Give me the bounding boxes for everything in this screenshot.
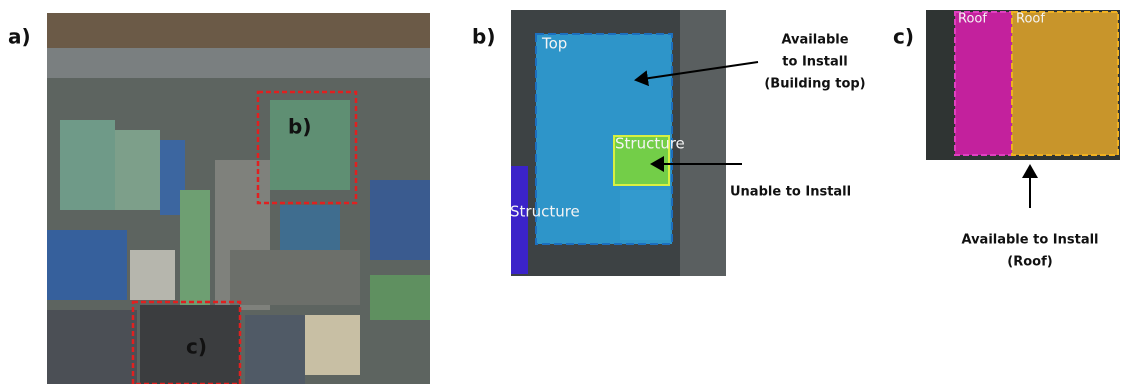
annotation: Unable to Install bbox=[730, 185, 851, 200]
annotation: (Building top) bbox=[764, 77, 865, 92]
panel-label: b) bbox=[472, 25, 495, 49]
panel-label: c) bbox=[893, 25, 914, 49]
region-label: Structure bbox=[510, 203, 580, 221]
figure: a) b) c) b) Top Structure Structure Avai… bbox=[0, 0, 1131, 384]
region-label: Structure bbox=[615, 135, 685, 153]
aerial-image bbox=[47, 13, 430, 384]
region-roof bbox=[1012, 12, 1118, 155]
region-label: Roof bbox=[958, 12, 987, 27]
image-label: b) bbox=[288, 115, 311, 139]
panel-label: a) bbox=[8, 25, 31, 49]
region-roof bbox=[955, 12, 1012, 155]
annotation: to Install bbox=[782, 55, 847, 70]
annotation: Available to Install bbox=[961, 233, 1098, 248]
region-label: Roof bbox=[1016, 12, 1045, 27]
annotation: (Roof) bbox=[1007, 255, 1052, 270]
page: a) b) c) b) Top Structure Structure Avai… bbox=[0, 0, 1131, 384]
region-label: Top bbox=[541, 35, 567, 53]
image-label: c) bbox=[186, 335, 207, 359]
annotation: Available bbox=[781, 33, 848, 48]
